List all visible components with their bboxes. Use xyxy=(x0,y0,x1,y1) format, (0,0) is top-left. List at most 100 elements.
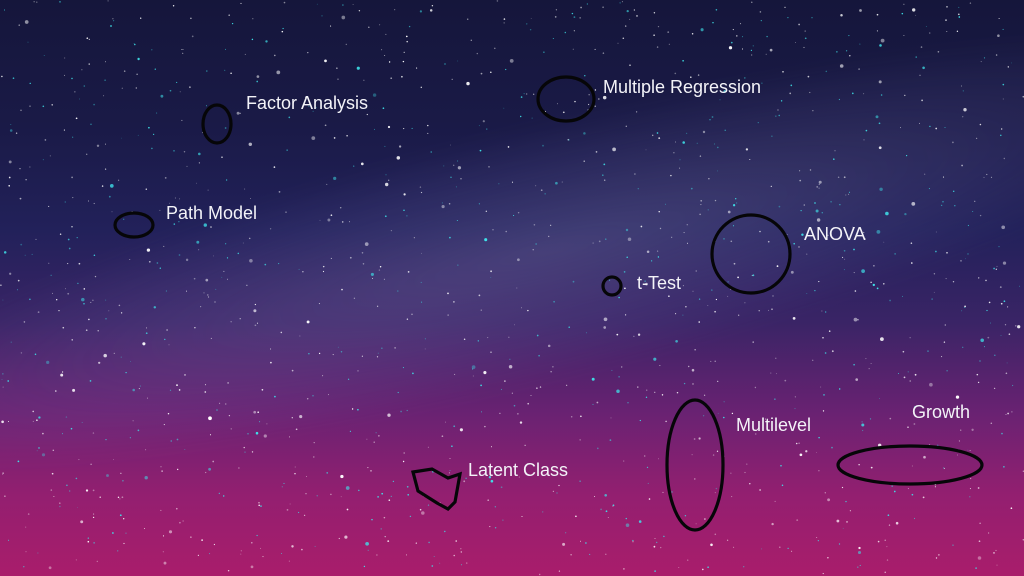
star xyxy=(946,370,948,372)
star xyxy=(646,389,648,391)
star xyxy=(605,238,607,240)
star xyxy=(579,439,581,441)
star xyxy=(63,129,65,131)
star xyxy=(8,176,11,179)
star xyxy=(527,309,529,312)
anova-label[interactable]: ANOVA xyxy=(804,224,866,244)
star xyxy=(536,387,538,389)
star xyxy=(340,474,344,479)
star xyxy=(7,380,10,382)
star xyxy=(503,22,505,24)
multilevel-label[interactable]: Multilevel xyxy=(736,415,812,435)
multiple-regression-label[interactable]: Multiple Regression xyxy=(603,77,762,97)
star xyxy=(715,487,718,490)
star xyxy=(903,376,906,379)
star xyxy=(742,36,744,38)
star xyxy=(993,387,996,390)
star xyxy=(66,484,68,487)
star xyxy=(682,59,684,62)
star xyxy=(403,209,405,211)
star xyxy=(594,48,596,50)
star xyxy=(132,420,134,422)
star xyxy=(167,412,170,415)
star xyxy=(387,413,391,417)
star xyxy=(72,197,74,199)
star xyxy=(938,554,940,556)
star xyxy=(139,385,141,387)
star xyxy=(730,41,733,44)
star xyxy=(261,388,264,391)
star xyxy=(995,549,997,552)
star xyxy=(203,223,207,227)
star xyxy=(480,384,482,387)
star xyxy=(406,485,409,488)
star xyxy=(592,403,594,405)
star xyxy=(958,6,960,8)
star xyxy=(46,360,50,365)
path-model-label[interactable]: Path Model xyxy=(166,203,258,223)
star xyxy=(954,204,956,207)
star xyxy=(71,176,73,179)
growth-label[interactable]: Growth xyxy=(912,402,971,422)
star xyxy=(511,392,513,394)
star xyxy=(196,240,200,244)
star xyxy=(239,318,241,320)
multiple-regression-hotspot[interactable] xyxy=(536,75,596,123)
star xyxy=(184,449,186,451)
star xyxy=(316,3,318,5)
star xyxy=(178,254,181,256)
star xyxy=(24,20,29,24)
star xyxy=(812,110,814,112)
star xyxy=(210,226,212,228)
star xyxy=(75,477,78,480)
star xyxy=(263,434,267,438)
star xyxy=(8,185,10,187)
star xyxy=(4,495,6,497)
t-test-label[interactable]: t-Test xyxy=(637,273,682,293)
star xyxy=(337,346,339,348)
star xyxy=(645,396,648,398)
growth-hotspot[interactable] xyxy=(836,444,984,486)
star xyxy=(71,226,73,228)
star xyxy=(752,45,754,47)
star xyxy=(985,279,987,282)
star xyxy=(121,137,122,139)
star xyxy=(1000,302,1003,305)
star xyxy=(240,553,242,555)
star xyxy=(1003,157,1006,160)
star xyxy=(251,541,253,544)
star xyxy=(889,417,892,420)
star xyxy=(311,136,316,140)
star xyxy=(396,156,401,160)
star xyxy=(920,46,923,48)
star xyxy=(653,34,655,36)
factor-analysis-hotspot[interactable] xyxy=(201,103,233,145)
t-test-hotspot[interactable] xyxy=(601,275,623,297)
star xyxy=(370,272,374,276)
latent-class-label[interactable]: Latent Class xyxy=(468,460,569,480)
star xyxy=(105,318,107,320)
path-model-hotspot[interactable] xyxy=(113,211,155,239)
star xyxy=(376,356,379,358)
factor-analysis-label[interactable]: Factor Analysis xyxy=(246,93,369,113)
star xyxy=(34,353,37,356)
star xyxy=(191,35,194,38)
multilevel-hotspot[interactable] xyxy=(665,398,725,532)
star xyxy=(770,372,772,374)
star xyxy=(353,165,355,167)
star xyxy=(821,212,823,214)
star xyxy=(879,398,880,400)
star xyxy=(278,263,280,265)
star xyxy=(373,441,375,443)
anova-hotspot[interactable] xyxy=(710,213,792,295)
latent-class-hotspot[interactable] xyxy=(411,467,463,511)
star xyxy=(621,1,623,3)
star xyxy=(312,110,314,112)
star xyxy=(429,9,433,12)
star xyxy=(94,275,97,278)
star xyxy=(499,412,501,415)
star xyxy=(679,167,681,169)
star xyxy=(315,107,317,109)
star xyxy=(594,105,596,107)
star xyxy=(394,347,396,349)
